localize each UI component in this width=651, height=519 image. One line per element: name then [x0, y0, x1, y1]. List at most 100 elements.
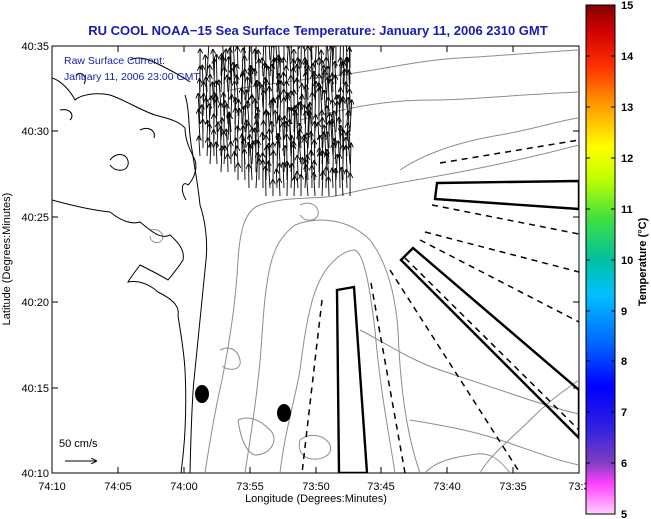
- current-vector: [272, 65, 273, 101]
- current-vector: [257, 108, 259, 133]
- current-vector: [307, 63, 308, 101]
- current-vector: [269, 46, 270, 61]
- colorbar-tick: 15: [621, 0, 633, 12]
- current-vector: [279, 179, 280, 197]
- current-vector: [346, 83, 347, 109]
- current-vector: [291, 108, 292, 125]
- current-vector: [256, 121, 257, 141]
- current-vector: [335, 62, 336, 85]
- chart-title: RU COOL NOAA−15 Sea Surface Temperature:…: [88, 23, 547, 38]
- y-axis: 40:35 40:30 40:25 40:20 40:15 40:10 Lati…: [1, 41, 579, 480]
- current-vector: [348, 111, 350, 149]
- current-vector: [327, 150, 329, 181]
- current-vector: [214, 59, 215, 93]
- current-vector: [262, 46, 265, 61]
- current-vector: [315, 82, 316, 117]
- y-tick-label: 40:20: [21, 297, 49, 309]
- current-vector: [283, 73, 284, 93]
- current-vector: [340, 58, 341, 77]
- x-axis: 74:10 74:05 74:00 73:55 73:50 73:45 73:4…: [38, 46, 590, 505]
- current-vector: [332, 46, 333, 77]
- buoy-marker: [277, 404, 291, 422]
- current-vector: [349, 48, 350, 85]
- current-vector: [207, 121, 208, 141]
- current-vector: [287, 135, 288, 165]
- current-vector: [311, 46, 313, 77]
- current-vector: [287, 82, 288, 101]
- x-tick-label: 73:45: [367, 481, 395, 493]
- current-vector: [279, 164, 280, 181]
- scale-label: 50 cm/s: [59, 438, 98, 450]
- current-vector: [286, 46, 289, 69]
- current-annotation-line1: Raw Surface Current:: [64, 55, 165, 67]
- current-vector: [216, 55, 217, 85]
- y-tick-label: 40:35: [21, 41, 49, 53]
- current-vector: [298, 103, 299, 125]
- current-vector: [305, 160, 309, 197]
- current-vector: [247, 102, 249, 125]
- current-vector: [314, 173, 315, 197]
- current-vector: [198, 110, 200, 141]
- current-vector: [297, 172, 298, 189]
- current-annotation-line2: January 11, 2006 23:00 GMT: [64, 71, 200, 83]
- current-vector: [319, 152, 320, 189]
- colorbar-tick: 12: [621, 153, 633, 165]
- current-vector: [346, 146, 347, 173]
- surface-current-vectors: [198, 46, 352, 197]
- current-vector: [262, 85, 263, 109]
- current-vector: [233, 46, 235, 77]
- current-vector: [308, 111, 310, 149]
- colorbar-gradient: [585, 4, 616, 515]
- restricted-zones: [335, 179, 579, 473]
- current-vector: [283, 163, 284, 189]
- current-vector: [333, 100, 334, 125]
- current-vector: [291, 164, 292, 189]
- current-vector: [332, 169, 333, 189]
- current-vector: [327, 132, 329, 165]
- current-vector: [322, 172, 323, 197]
- temperature-colorbar: 15 14 13 12 11 10 9 8 7 6 5 Temperature …: [585, 0, 649, 519]
- current-vector: [277, 74, 279, 109]
- current-vector: [328, 177, 329, 197]
- current-vector: [340, 88, 341, 109]
- current-vector: [346, 58, 347, 93]
- current-vector: [237, 76, 239, 101]
- current-vector: [245, 105, 246, 133]
- x-tick-label: 73:35: [499, 481, 527, 493]
- current-vector: [315, 60, 316, 85]
- current-vector: [242, 72, 243, 109]
- current-vector: [216, 142, 217, 165]
- current-vector: [263, 91, 264, 125]
- colorbar-label: Temperature (°C): [637, 217, 649, 306]
- current-vector: [262, 133, 263, 157]
- map-layer: [52, 46, 579, 473]
- current-vector: [265, 167, 266, 197]
- current-vector: [237, 65, 238, 85]
- current-vector: [256, 153, 258, 189]
- colorbar-tick: 10: [621, 255, 633, 267]
- current-vector: [209, 124, 210, 149]
- current-vector: [235, 82, 236, 109]
- current-vector: [278, 135, 280, 165]
- current-vector: [234, 152, 235, 173]
- current-vector: [325, 46, 327, 61]
- colorbar-tick: 5: [621, 509, 627, 519]
- current-vector: [300, 102, 301, 133]
- current-vector: [205, 55, 207, 93]
- colorbar-tick: 7: [621, 407, 627, 419]
- x-tick-label: 74:00: [170, 481, 198, 493]
- current-vector: [303, 46, 306, 61]
- current-vector: [308, 105, 309, 133]
- current-vector: [226, 130, 228, 157]
- current-vector: [221, 56, 223, 93]
- current-vector: [339, 155, 340, 189]
- colorbar-tick: 11: [621, 204, 633, 216]
- current-vector: [265, 46, 267, 69]
- y-axis-label: Latitude (Degrees:Minutes): [1, 193, 13, 326]
- x-axis-label: Longitude (Degrees:Minutes): [245, 493, 387, 505]
- current-vector: [223, 93, 224, 117]
- current-vector: [297, 156, 298, 173]
- current-vector: [290, 46, 292, 61]
- current-vector: [244, 150, 245, 181]
